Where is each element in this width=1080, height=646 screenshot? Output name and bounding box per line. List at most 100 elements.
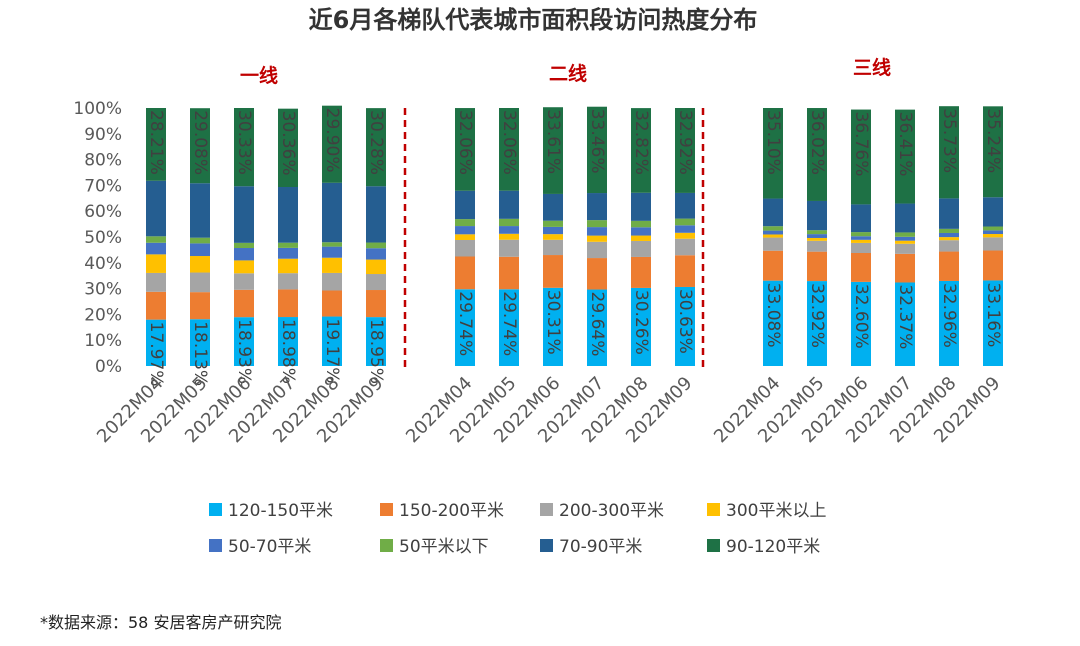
bar-segment [543,226,563,235]
bar-segment [190,237,210,244]
bar-segment [587,106,607,194]
bar-segment [455,289,475,366]
bar-segment [499,289,519,366]
bar-segment [322,316,342,366]
bar-segment [190,292,210,320]
group-labels: 一线 二线 三线 [240,56,891,87]
bar-segment [983,106,1003,198]
legend-swatch [707,539,720,552]
bar-segment [366,274,386,291]
bar-segment [763,237,783,251]
bar-segment [983,237,1003,251]
data-label: 36.76% [851,112,871,177]
data-label: 28.21% [146,110,166,175]
y-tick-label: 90% [84,125,122,145]
bar-segment [190,256,210,273]
data-label: 17.97% [146,322,166,387]
data-label: 29.08% [190,110,210,175]
bar-segment [587,258,607,290]
bar-segment [939,280,959,366]
legend-item: 50-70平米 [209,537,311,557]
y-tick-label: 10% [84,331,122,351]
bar-segment [851,204,871,233]
data-label: 32.06% [455,110,475,175]
bar-segment [322,246,342,258]
bar-segment [278,289,298,318]
bar-segment [190,183,210,238]
data-label: 29.74% [499,291,519,356]
bar-segment [983,280,1003,366]
y-tick-label: 70% [84,176,122,196]
legend-swatch [540,539,553,552]
data-label: 32.92% [807,283,827,348]
bar-segment [895,282,915,366]
bar-segment [190,319,210,366]
bar-segment [455,256,475,290]
bar-segment [631,227,651,236]
bar-segment [234,260,254,274]
bar-segment [895,240,915,244]
chart-title: 近6月各梯队代表城市面积段访问热度分布 [309,6,758,34]
y-tick-label: 100% [73,99,122,119]
bar-segment [543,239,563,256]
bar-segment [366,259,386,275]
legend-label: 90-120平米 [726,537,820,557]
bar-segment [543,234,563,240]
bar-segment [895,232,915,237]
data-labels: 17.97% 28.21% 18.13% 29.08% 18.93% 30.33% 18.9… [146,108,1003,387]
bar-segment [543,255,563,288]
bar-segment [763,250,783,281]
bar-segment [499,239,519,257]
bar-segment [851,239,871,243]
bar-segment [499,190,519,219]
bar-segment [631,220,651,228]
bar-segment [763,230,783,235]
data-label: 30.26% [631,290,651,355]
bar-segment [322,105,342,183]
data-label: 18.93% [234,319,254,384]
bar-segment [499,218,519,227]
bar-segment [455,219,475,227]
bar-segment [851,236,871,240]
legend-swatch [707,503,720,516]
bar-segment [234,248,254,261]
bar-segment [278,258,298,274]
bar-segment [146,272,166,292]
bar-segment [499,226,519,234]
data-label: 30.31% [543,290,563,355]
bar-segment [278,317,298,366]
bar-segment [939,228,959,233]
bar-segment [455,234,475,240]
bar-segment [499,108,519,191]
y-tick-label: 60% [84,202,122,222]
bar-segment [983,230,1003,235]
bar-segment [939,237,959,241]
bar-segment [851,232,871,237]
legend-swatch [380,503,393,516]
data-label: 30.63% [675,289,695,354]
bar-segment [322,182,342,243]
legend-label: 70-90平米 [559,537,642,557]
bar-segment [366,290,386,318]
data-label: 18.95% [366,319,386,384]
bar-segment [807,240,827,252]
bar-segment [939,251,959,281]
legend-label: 50平米以下 [399,537,489,557]
bar-segment [895,203,915,233]
bar-segment [146,291,166,320]
bar-segment [631,256,651,288]
bar-segment [234,242,254,249]
bar-segment [807,234,827,238]
bar-segment [278,108,298,187]
bar-segment [322,272,342,291]
group-label: 二线 [549,62,587,85]
source-note: *数据来源：58 安居客房产研究院 [40,613,281,632]
legend-label: 200-300平米 [559,501,664,521]
bar-segment [278,242,298,248]
bar-segment [675,255,695,287]
bar-segment [146,242,166,255]
bar-segment [675,108,695,193]
bar-segment [807,281,827,366]
bar-segment [895,253,915,283]
